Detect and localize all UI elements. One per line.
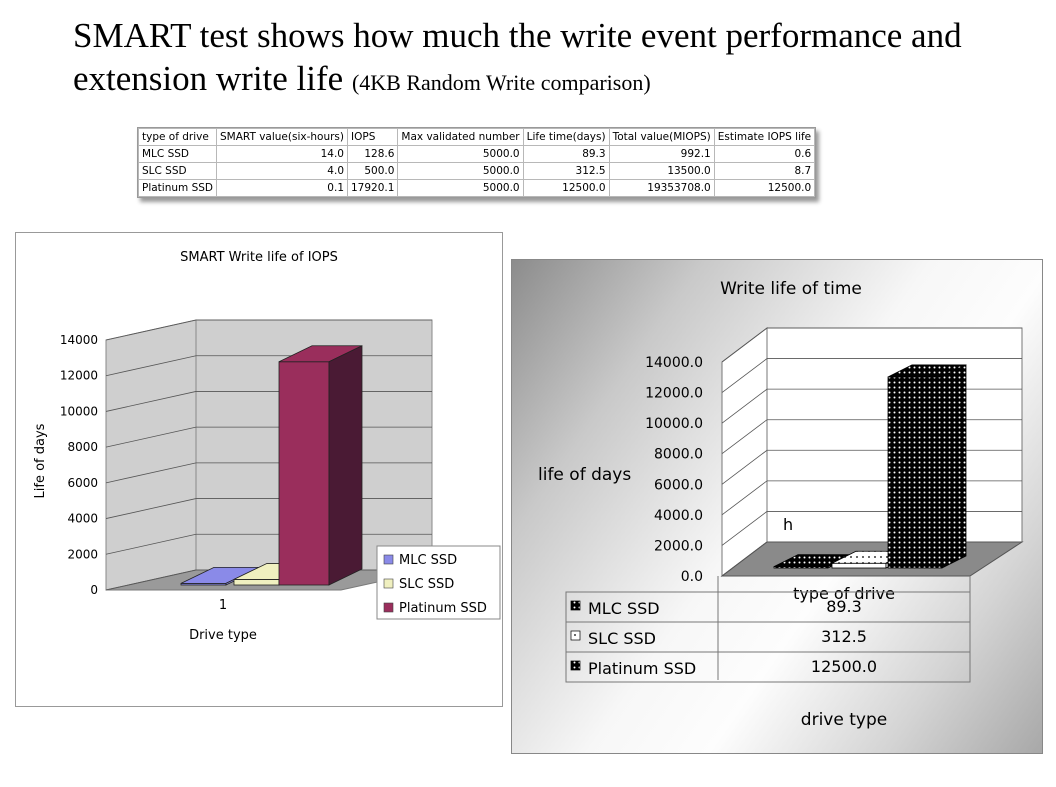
table-cell: MLC SSD (137, 145, 218, 163)
table-header-cell: IOPS (346, 128, 399, 146)
chart2-annotation: h (783, 515, 793, 534)
chart2-legend-key (570, 660, 581, 671)
chart1-svg: SMART Write life of IOPS 0 2000 4000 6000 800… (33, 250, 501, 643)
chart2-panel: Write life of time 0.0 2000.0 4000.0 6000.0 8… (511, 259, 1043, 754)
table-cell: 5000.0 (397, 179, 524, 197)
chart1-y-tick-label: 0 (90, 583, 98, 597)
chart2-y-tick-label: 6000.0 (654, 477, 703, 493)
chart1-legend-label: SLC SSD (399, 577, 454, 592)
chart1-gridline (105, 319, 432, 341)
chart1-y-tick-label: 12000 (60, 369, 98, 383)
chart2-legend-label: Platinum SSD (588, 659, 696, 678)
chart2-bar-front (887, 376, 943, 569)
chart1-x-category-label: 1 (219, 598, 227, 613)
chart2-y-axis-label: life of days (538, 465, 631, 485)
table-cell: 12500.0 (713, 179, 816, 197)
chart1-y-axis-label: Life of days (33, 423, 48, 498)
chart1-legend-swatch (383, 578, 394, 589)
table-header-row: type of drive SMART value(six-hours) IOPS M… (137, 128, 816, 146)
table-cell: 8.7 (713, 162, 816, 180)
chart1-x-axis-label: Drive type (189, 628, 257, 643)
table-row: MLC SSD 14.0 128.6 5000.0 89.3 992.1 0.6 (137, 145, 816, 163)
chart1-y-tick-label: 10000 (60, 404, 98, 418)
table-cell: 992.1 (608, 145, 715, 163)
table-cell: 19353708.0 (608, 179, 715, 197)
chart1-panel: SMART Write life of IOPS 0 2000 4000 6000 800… (15, 232, 503, 707)
chart1-legend-swatch (383, 554, 394, 565)
table-header-cell: type of drive (137, 128, 218, 146)
chart1-y-tick-label: 4000 (67, 512, 98, 526)
chart2-side-wall (721, 326, 768, 578)
table-cell: 14.0 (216, 145, 348, 163)
chart2-svg: Write life of time 0.0 2000.0 4000.0 6000.0 8… (538, 279, 1024, 730)
chart1-legend-label: MLC SSD (399, 553, 457, 568)
table-cell: 89.3 (522, 145, 610, 163)
chart1-legend-label: Platinum SSD (399, 601, 487, 616)
chart2-legend-key (570, 600, 581, 611)
chart1-title: SMART Write life of IOPS (180, 250, 338, 265)
chart2-value-label: 12500.0 (811, 657, 877, 676)
table-header-cell: Total value(MIOPS) (608, 128, 715, 146)
table-cell: 0.6 (713, 145, 816, 163)
chart2-legend-label: SLC SSD (588, 629, 656, 648)
chart1-legend-box (376, 545, 501, 620)
chart2-value-label: 312.5 (821, 627, 867, 646)
chart2-footer-label: drive type (801, 710, 887, 730)
chart2-y-tick-label: 14000.0 (645, 355, 703, 371)
data-table-container: type of drive SMART value(six-hours) IOPS M… (137, 127, 817, 198)
chart1-y-tick-label: 14000 (60, 333, 98, 347)
chart2-legend-label: MLC SSD (588, 599, 660, 618)
table-cell: 0.1 (216, 179, 348, 197)
chart1-y-tick-label: 6000 (67, 476, 98, 490)
chart2-y-tick-label: 2000.0 (654, 538, 703, 554)
table-cell: 5000.0 (397, 162, 524, 180)
table-cell: 4.0 (216, 162, 348, 180)
chart1-bar-front (233, 579, 280, 586)
chart2-bar-side (941, 364, 967, 569)
chart2-bar-front (831, 562, 887, 569)
table-cell: Platinum SSD (137, 179, 218, 197)
table-header-cell: Estimate IOPS life (713, 128, 816, 146)
table-cell: 12500.0 (522, 179, 610, 197)
table-header-cell: SMART value(six-hours) (216, 128, 348, 146)
chart1-legend-swatch (383, 602, 394, 613)
table-row: SLC SSD 4.0 500.0 5000.0 312.5 13500.0 8.7 (137, 162, 816, 180)
table-header-cell: Max validated number (397, 128, 524, 146)
table-cell: 500.0 (346, 162, 399, 180)
chart2-title: Write life of time (720, 279, 862, 299)
title-main: SMART test shows how much the write even… (73, 16, 962, 98)
title-subtitle: (4KB Random Write comparison) (351, 70, 651, 95)
table-cell: 17920.1 (346, 179, 399, 197)
chart2-gridline (721, 358, 1022, 393)
chart2-y-tick-label: 0.0 (681, 569, 703, 585)
chart2-y-tick-label: 12000.0 (645, 386, 703, 402)
chart2-legend-key (570, 630, 581, 641)
table-cell: 13500.0 (608, 162, 715, 180)
table-cell: SLC SSD (137, 162, 218, 180)
slide-title: SMART test shows how much the write even… (73, 14, 1033, 104)
table-row: Platinum SSD 0.1 17920.1 5000.0 12500.0 19353… (137, 179, 816, 197)
chart1-y-tick-label: 2000 (67, 547, 98, 561)
chart2-y-tick-label: 4000.0 (654, 508, 703, 524)
chart1-side-wall (105, 319, 197, 591)
chart2-value-label: 89.3 (826, 597, 862, 616)
chart2-table-row (565, 651, 971, 683)
table-cell: 312.5 (522, 162, 610, 180)
table-cell: 128.6 (346, 145, 399, 163)
chart2-x-axis-label: type of drive (793, 584, 895, 603)
chart2-y-tick-label: 8000.0 (654, 447, 703, 463)
chart1-y-tick-label: 8000 (67, 440, 98, 454)
chart2-gridline (721, 327, 1022, 363)
chart1-bar-side (328, 345, 363, 586)
table-cell: 5000.0 (397, 145, 524, 163)
chart2-y-tick-label: 10000.0 (645, 416, 703, 432)
table-header-cell: Life time(days) (522, 128, 610, 146)
data-table: type of drive SMART value(six-hours) IOPS M… (137, 128, 816, 197)
chart1-bar-front (278, 361, 330, 586)
